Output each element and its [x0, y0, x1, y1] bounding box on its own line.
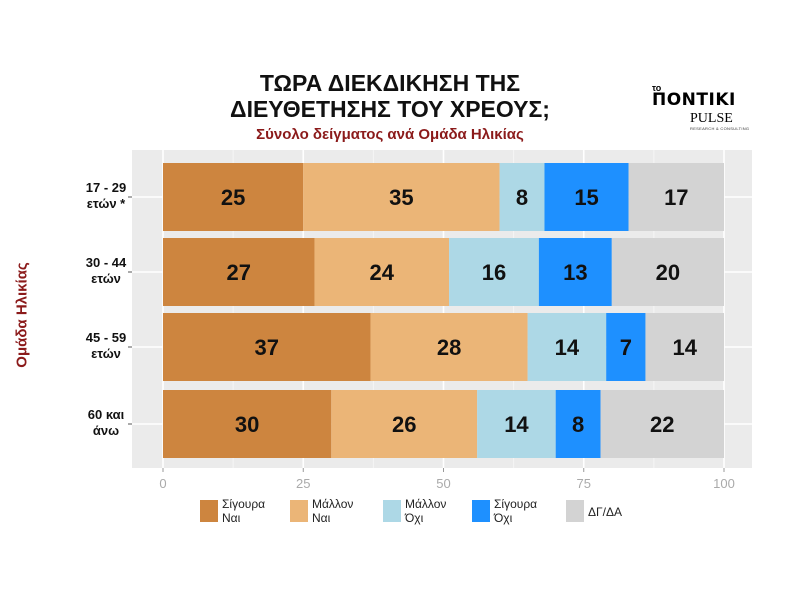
- logo-pulse-subtitle: RESEARCH & CONSULTING: [690, 126, 750, 131]
- x-tick-label: 75: [577, 476, 591, 491]
- publisher-logo: το ΠΟΝΤΙΚΙ PULSE RESEARCH & CONSULTING: [648, 82, 758, 132]
- data-label: 30: [235, 412, 259, 437]
- legend-label: Σίγουρα Ναι: [222, 497, 292, 525]
- bar-segment: [331, 390, 478, 458]
- bar-segment: [449, 238, 539, 306]
- bar-segment: [314, 238, 450, 306]
- bar-segment: [538, 238, 612, 306]
- data-label: 35: [389, 185, 413, 210]
- bar-segment: [163, 163, 304, 231]
- data-label: 14: [672, 335, 697, 360]
- legend-swatch: [566, 500, 584, 522]
- bar-segment: [163, 390, 332, 458]
- legend-label-line: Σίγουρα: [494, 497, 538, 511]
- bar-segment: [606, 313, 646, 381]
- data-label: 17: [664, 185, 688, 210]
- data-label: 14: [555, 335, 580, 360]
- bar-segment: [611, 238, 724, 306]
- legend-label-line: Όχι: [494, 511, 513, 525]
- data-label: 22: [650, 412, 674, 437]
- bar-segment: [555, 390, 601, 458]
- x-tick-label: 50: [436, 476, 450, 491]
- chart-title: ΤΩΡΑ ΔΙΕΚΔΙΚΗΣΗ ΤΗΣ ΔΙΕΥΘΕΤΗΣΗΣ ΤΟΥ ΧΡΕΟ…: [200, 70, 580, 122]
- data-label: 37: [255, 335, 279, 360]
- bar-segment: [544, 163, 629, 231]
- legend-swatch: [383, 500, 401, 522]
- chart-title-line-2: ΔΙΕΥΘΕΤΗΣΗΣ ΤΟΥ ΧΡΕΟΥΣ;: [230, 96, 550, 122]
- data-label: 28: [437, 335, 461, 360]
- legend-swatch: [290, 500, 308, 522]
- data-label: 20: [656, 260, 680, 285]
- bar-segment: [600, 390, 724, 458]
- bar-segment: [628, 163, 724, 231]
- legend-label: Μάλλον Όχι: [405, 497, 475, 525]
- x-tick-label: 25: [296, 476, 310, 491]
- category-label-line: άνω: [92, 423, 120, 438]
- category-label: 60 και άνω: [66, 407, 146, 439]
- legend-swatch: [200, 500, 218, 522]
- data-label: 27: [226, 260, 250, 285]
- data-label: 25: [221, 185, 245, 210]
- bar-segment: [477, 390, 556, 458]
- bar-segment: [645, 313, 724, 381]
- data-label: 24: [370, 260, 395, 285]
- category-label-line: 45 - 59: [85, 330, 127, 345]
- data-label: 8: [572, 412, 584, 437]
- data-label: 7: [620, 335, 632, 360]
- legend-swatch: [472, 500, 490, 522]
- legend-label-line: Σίγουρα: [222, 497, 266, 511]
- bar-segment: [303, 163, 500, 231]
- legend-label-line: Ναι: [222, 511, 241, 525]
- category-label: 45 - 59 ετών: [66, 330, 146, 362]
- data-label: 13: [563, 260, 587, 285]
- category-label-line: ετών: [91, 271, 121, 286]
- bar-segment: [527, 313, 607, 381]
- bar-segment: [370, 313, 528, 381]
- legend-label: ΔΓ/ΔΑ: [588, 505, 658, 519]
- data-label: 15: [574, 185, 598, 210]
- legend-label-line: Όχι: [405, 511, 424, 525]
- legend-label: Μάλλον Ναι: [312, 497, 382, 525]
- logo-pulse: PULSE: [690, 111, 733, 126]
- chart-title-line-1: ΤΩΡΑ ΔΙΕΚΔΙΚΗΣΗ ΤΗΣ: [259, 70, 521, 96]
- data-label: 26: [392, 412, 416, 437]
- legend-label-line: Μάλλον: [405, 497, 447, 511]
- category-label-line: 60 και: [87, 407, 125, 422]
- data-label: 14: [504, 412, 529, 437]
- category-label: 17 - 29 ετών *: [66, 180, 146, 212]
- logo-prefix: το: [652, 83, 662, 93]
- category-label-line: 30 - 44: [85, 255, 127, 270]
- category-label: 30 - 44 ετών: [66, 255, 146, 287]
- legend-label-line: ΔΓ/ΔΑ: [588, 505, 622, 519]
- data-label: 16: [482, 260, 506, 285]
- legend-label-line: Μάλλον: [312, 497, 354, 511]
- legend: Σίγουρα Ναι Μάλλον Ναι Μάλλον Όχι Σίγουρα Όχι ΔΓ…: [200, 497, 670, 537]
- x-tick-label: 0: [159, 476, 166, 491]
- legend-label-line: Ναι: [312, 511, 331, 525]
- bar-segment: [163, 313, 371, 381]
- category-label-line: 17 - 29: [85, 180, 127, 195]
- category-label-line: ετών: [91, 346, 121, 361]
- chart-subtitle: Σύνολο δείγματος ανά Ομάδα Ηλικίας: [256, 126, 524, 143]
- category-label-line: ετών *: [86, 196, 126, 211]
- logo-brand: ΠΟΝΤΙΚΙ: [652, 90, 736, 110]
- x-tick-label: 100: [713, 476, 735, 491]
- legend-label: Σίγουρα Όχι: [494, 497, 564, 525]
- data-label: 8: [516, 185, 528, 210]
- bar-segment: [163, 238, 315, 306]
- bar-segment: [499, 163, 545, 231]
